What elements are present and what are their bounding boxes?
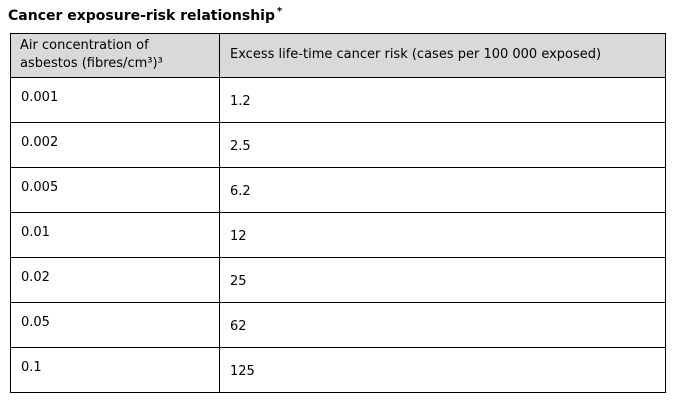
table-header-row: Air concentration of asbestos (fibres/cm…	[10, 33, 666, 78]
concentration-cell: 0.02	[10, 257, 220, 303]
concentration-cell: 0.001	[10, 77, 220, 123]
risk-cell: 1.2	[219, 77, 666, 123]
table-header: Air concentration of asbestos (fibres/cm…	[10, 33, 666, 78]
exposure-risk-table: Air concentration of asbestos (fibres/cm…	[10, 33, 666, 393]
table-row: 0.02 25	[10, 257, 666, 303]
table-body: 0.001 1.2 0.002 2.5 0.005 6.2 0.01 12 0.…	[10, 77, 666, 393]
document-page: Cancer exposure-risk relationship * Air c…	[8, 6, 676, 393]
concentration-cell: 0.1	[10, 347, 220, 393]
risk-cell: 2.5	[219, 122, 666, 168]
risk-cell: 62	[219, 302, 666, 348]
page-title-text: Cancer exposure-risk relationship	[8, 8, 275, 24]
title-footnote-marker: *	[277, 6, 283, 17]
risk-cell: 25	[219, 257, 666, 303]
concentration-cell: 0.005	[10, 167, 220, 213]
risk-cell: 6.2	[219, 167, 666, 213]
table-row: 0.01 12	[10, 212, 666, 258]
concentration-cell: 0.01	[10, 212, 220, 258]
risk-cell: 12	[219, 212, 666, 258]
table-row: 0.05 62	[10, 302, 666, 348]
column-header-air-concentration: Air concentration of asbestos (fibres/cm…	[10, 33, 220, 78]
table-row: 0.005 6.2	[10, 167, 666, 213]
concentration-cell: 0.05	[10, 302, 220, 348]
table-row: 0.002 2.5	[10, 122, 666, 168]
concentration-cell: 0.002	[10, 122, 220, 168]
page-title: Cancer exposure-risk relationship *	[8, 6, 676, 25]
table-row: 0.001 1.2	[10, 77, 666, 123]
risk-cell: 125	[219, 347, 666, 393]
table-row: 0.1 125	[10, 347, 666, 393]
column-header-cancer-risk: Excess life-time cancer risk (cases per …	[219, 33, 666, 78]
